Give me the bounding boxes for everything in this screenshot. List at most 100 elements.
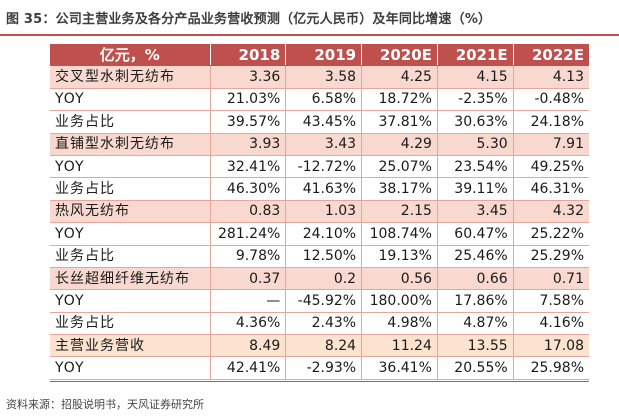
table-cell: 7.58% <box>512 289 589 313</box>
product-row: 长丝超细纤维无纺布 0.37 0.2 0.56 0.66 0.71 <box>50 267 589 291</box>
table-bottom-rule <box>50 381 589 382</box>
table-cell: 0.83 <box>209 200 286 224</box>
table-cell: 23.54% <box>436 155 514 179</box>
table-cell: 108.74% <box>361 222 438 246</box>
table-cell: 4.29 <box>361 133 438 156</box>
row-label: 业务占比 <box>50 245 210 268</box>
table-cell: 4.98% <box>361 312 438 336</box>
product-row: 交叉型水刺无纺布 3.36 3.58 4.25 4.15 4.13 <box>50 65 589 89</box>
table-cell: 46.30% <box>209 177 286 201</box>
row-label: 热风无纺布 <box>50 200 210 224</box>
table-cell: 32.41% <box>209 155 286 179</box>
table-cell: 4.25 <box>361 65 438 89</box>
title-divider <box>0 34 619 36</box>
table-cell: 0.2 <box>285 267 362 291</box>
table-cell: -2.93% <box>285 356 362 380</box>
table-cell: 3.43 <box>285 133 362 156</box>
header-unit: 亿元，% <box>50 44 210 67</box>
figure-title: 图 35：公司主营业务及各分产品业务营收预测（亿元人民币）及年同比增速（%） <box>6 12 492 27</box>
table-cell: 39.57% <box>209 110 286 134</box>
source-note: 资料来源：招股说明书，天风证券研究所 <box>6 398 204 411</box>
header-year: 2021E <box>436 44 514 67</box>
table-cell: 17.08 <box>512 334 589 358</box>
table-cell: 8.49 <box>209 334 286 358</box>
table-cell: 49.25% <box>512 155 589 179</box>
row-label: YOY <box>50 88 210 112</box>
table-cell: 3.45 <box>436 200 514 224</box>
table-cell: 25.46% <box>436 245 514 268</box>
header-year: 2022E <box>512 44 589 67</box>
table-row: YOY — -45.92% 180.00% 17.86% 7.58% <box>50 289 589 313</box>
table-cell: 3.93 <box>209 133 286 156</box>
table-body: 交叉型水刺无纺布 3.36 3.58 4.25 4.15 4.13 YOY 21.03% 6.5… <box>50 65 589 380</box>
table-cell: 19.13% <box>361 245 438 268</box>
table-cell: 25.22% <box>512 222 589 246</box>
table-cell: 30.63% <box>436 110 514 134</box>
table-cell: 36.41% <box>361 356 438 380</box>
table-cell: 6.58% <box>285 88 362 112</box>
table-cell: 39.11% <box>436 177 514 201</box>
table-cell: 4.16% <box>512 312 589 336</box>
table-cell: 17.86% <box>436 289 514 313</box>
table-cell: 180.00% <box>361 289 438 313</box>
table-cell: 12.50% <box>285 245 362 268</box>
table-cell: 7.91 <box>512 133 589 156</box>
product-row: 热风无纺布 0.83 1.03 2.15 3.45 4.32 <box>50 200 589 224</box>
row-label: 业务占比 <box>50 312 210 336</box>
table-cell: 3.58 <box>285 65 362 89</box>
table-cell: 25.98% <box>512 356 589 380</box>
table-row: 业务占比 9.78% 12.50% 19.13% 25.46% 25.29% <box>50 245 589 268</box>
table-cell: — <box>209 289 286 313</box>
table-cell: 9.78% <box>209 245 286 268</box>
table-cell: 37.81% <box>361 110 438 134</box>
row-label: YOY <box>50 222 210 246</box>
table-row: 业务占比 46.30% 41.63% 38.17% 39.11% 46.31% <box>50 177 589 201</box>
table-cell: 38.17% <box>361 177 438 201</box>
table-header-row: 亿元，% 2018 2019 2020E 2021E 2022E <box>50 44 589 67</box>
table-cell: 0.37 <box>209 267 286 291</box>
product-row: 直铺型水刺无纺布 3.93 3.43 4.29 5.30 7.91 <box>50 133 589 156</box>
table-cell: 4.32 <box>512 200 589 224</box>
table-row: 业务占比 4.36% 2.43% 4.98% 4.87% 4.16% <box>50 312 589 336</box>
table-row: YOY 21.03% 6.58% 18.72% -2.35% -0.48% <box>50 88 589 112</box>
table-row: YOY 32.41% -12.72% 25.07% 23.54% 49.25% <box>50 155 589 179</box>
table-cell: 2.15 <box>361 200 438 224</box>
table-row: YOY 42.41% -2.93% 36.41% 20.55% 25.98% <box>50 356 589 380</box>
table-cell: 4.36% <box>209 312 286 336</box>
header-year: 2020E <box>361 44 438 67</box>
table-cell: 4.87% <box>436 312 514 336</box>
total-row: 主营业务营收 8.49 8.24 11.24 13.55 17.08 <box>50 334 589 358</box>
table-cell: -45.92% <box>285 289 362 313</box>
table-cell: -12.72% <box>285 155 362 179</box>
table-row: 业务占比 39.57% 43.45% 37.81% 30.63% 24.18% <box>50 110 589 134</box>
table-cell: 60.47% <box>436 222 514 246</box>
row-label: 长丝超细纤维无纺布 <box>50 267 210 291</box>
table-cell: 25.29% <box>512 245 589 268</box>
table-row: YOY 281.24% 24.10% 108.74% 60.47% 25.22% <box>50 222 589 246</box>
table-cell: 8.24 <box>285 334 362 358</box>
row-label: YOY <box>50 155 210 179</box>
table-cell: 11.24 <box>361 334 438 358</box>
table-cell: 281.24% <box>209 222 286 246</box>
row-label: 业务占比 <box>50 110 210 134</box>
table-cell: 3.36 <box>209 65 286 89</box>
row-label: 主营业务营收 <box>50 334 210 358</box>
table-cell: 20.55% <box>436 356 514 380</box>
table-cell: 21.03% <box>209 88 286 112</box>
table-cell: 0.56 <box>361 267 438 291</box>
table-cell: 13.55 <box>436 334 514 358</box>
row-label: 业务占比 <box>50 177 210 201</box>
row-label: YOY <box>50 289 210 313</box>
table-cell: 0.66 <box>436 267 514 291</box>
table-cell: -0.48% <box>512 88 589 112</box>
table-cell: 0.71 <box>512 267 589 291</box>
table-cell: 1.03 <box>285 200 362 224</box>
row-label: YOY <box>50 356 210 380</box>
table-cell: 43.45% <box>285 110 362 134</box>
table-cell: 2.43% <box>285 312 362 336</box>
table-cell: 25.07% <box>361 155 438 179</box>
forecast-table: 亿元，% 2018 2019 2020E 2021E 2022E 交叉型水刺无纺… <box>50 44 589 380</box>
table-cell: 18.72% <box>361 88 438 112</box>
table-cell: 4.13 <box>512 65 589 89</box>
table-cell: 24.18% <box>512 110 589 134</box>
